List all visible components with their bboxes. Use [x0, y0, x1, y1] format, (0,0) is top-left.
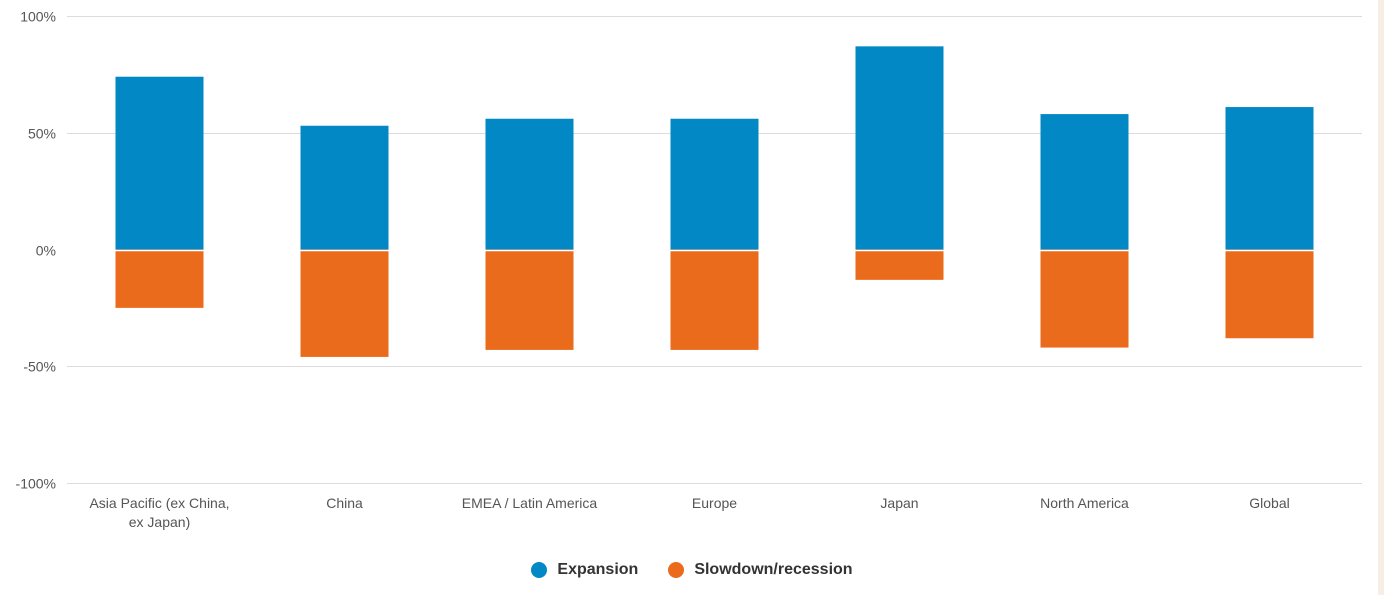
x-tick-label: China	[326, 495, 363, 511]
bar-expansion[interactable]	[855, 46, 944, 250]
x-tick-label: Global	[1249, 495, 1289, 511]
legend-marker-slowdown-recession	[668, 562, 685, 578]
x-tick-label: EMEA / Latin America	[462, 495, 598, 511]
legend-label-slowdown-recession: Slowdown/recession	[694, 561, 853, 578]
bar-expansion[interactable]	[115, 76, 204, 250]
bar-slowdown-recession[interactable]	[115, 249, 204, 308]
bar-slowdown-recession[interactable]	[1040, 249, 1129, 348]
x-tick-label-line: ex Japan)	[129, 514, 190, 530]
legend-item-slowdown-recession[interactable]: Slowdown/recession	[668, 561, 853, 579]
x-tick-label: Asia Pacific (ex China, ex Japan)	[89, 495, 229, 530]
x-tick-label-line: Japan	[880, 495, 918, 511]
x-tick-label-line: North America	[1040, 495, 1129, 511]
x-tick-label-line: China	[326, 495, 363, 511]
x-tick-label-line: Asia Pacific (ex China,	[89, 495, 229, 511]
bar-expansion[interactable]	[1040, 114, 1129, 250]
bar-slowdown-recession[interactable]	[1225, 249, 1314, 339]
x-axis-tick-labels: Asia Pacific (ex China, ex Japan) China EME…	[89, 495, 1289, 530]
bar-slowdown-recession[interactable]	[485, 249, 574, 350]
x-tick-label: Europe	[692, 495, 737, 511]
legend-label-expansion: Expansion	[557, 561, 639, 578]
y-tick-label: -100%	[16, 476, 56, 492]
bar-expansion[interactable]	[485, 118, 574, 250]
x-tick-label: North America	[1040, 495, 1129, 511]
legend: Expansion Slowdown/recession	[0, 558, 1384, 582]
x-tick-label-line: Europe	[692, 495, 737, 511]
y-tick-label: 0%	[36, 243, 56, 259]
y-tick-label: 100%	[20, 9, 56, 25]
bars	[67, 46, 1362, 357]
bar-expansion[interactable]	[300, 125, 389, 250]
bar-slowdown-recession[interactable]	[855, 249, 944, 280]
right-edge-strip	[1378, 0, 1384, 595]
y-axis-tick-labels: 100% 50% 0% -50% -100%	[16, 9, 56, 492]
bar-slowdown-recession[interactable]	[300, 249, 389, 357]
legend-item-expansion[interactable]: Expansion	[531, 561, 638, 579]
bar-expansion[interactable]	[1225, 107, 1314, 250]
x-tick-label-line: Global	[1249, 495, 1289, 511]
x-tick-label-line: EMEA / Latin America	[462, 495, 598, 511]
legend-marker-expansion	[531, 562, 548, 578]
bar-expansion[interactable]	[670, 118, 759, 250]
y-tick-label: 50%	[28, 126, 56, 142]
y-tick-label: -50%	[23, 359, 56, 375]
x-tick-label: Japan	[880, 495, 918, 511]
bar-slowdown-recession[interactable]	[670, 249, 759, 350]
